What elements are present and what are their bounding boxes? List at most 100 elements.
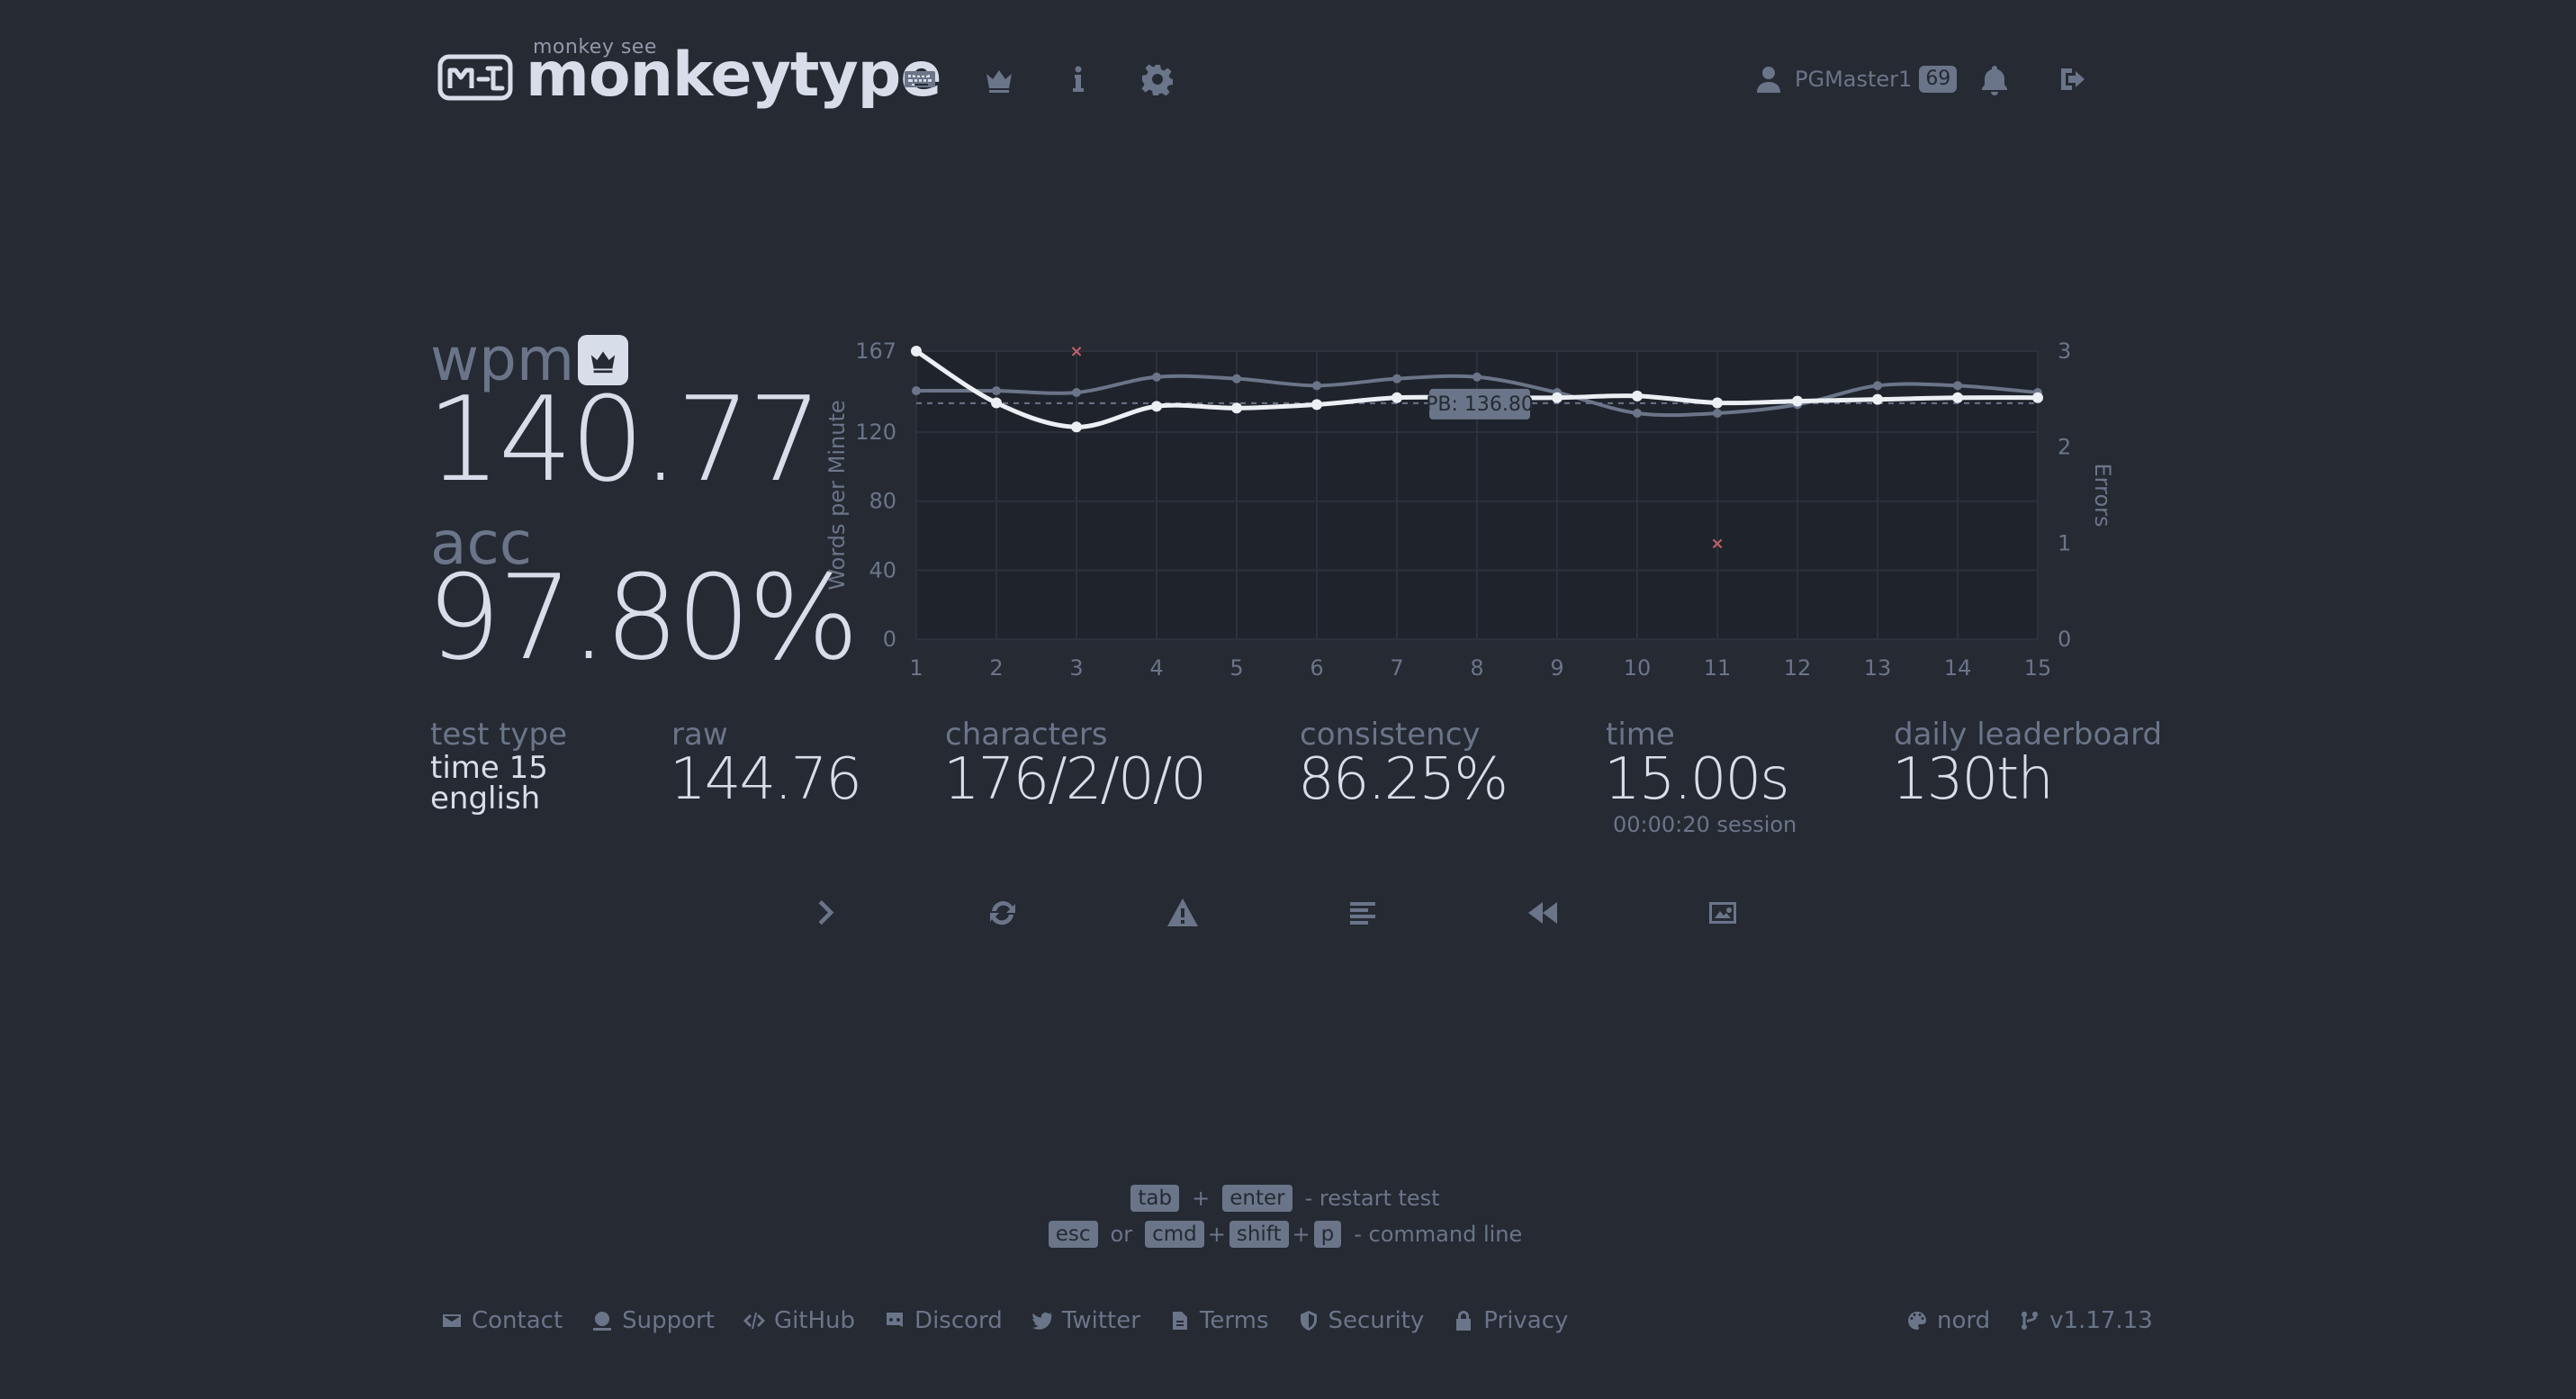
pb-crown-icon	[578, 335, 628, 385]
x-tick-label: 1	[909, 655, 923, 681]
wpm-point	[1792, 395, 1803, 407]
file-icon	[1172, 1312, 1187, 1330]
raw-label: raw	[671, 717, 728, 753]
wpm-point	[991, 397, 1002, 409]
x-tick-label: 6	[1310, 655, 1323, 681]
acc-value[interactable]: 97.80%	[427, 549, 860, 686]
raw-point	[912, 386, 921, 396]
x-tick-label: 5	[1229, 655, 1243, 681]
consistency-value[interactable]: 86.25%	[1298, 746, 1509, 813]
or-text: or	[1110, 1222, 1133, 1247]
daily-leaderboard-value[interactable]: 130th	[1892, 746, 2054, 813]
version-button[interactable]: v1.17.13	[2019, 1307, 2153, 1334]
wpm-point	[1392, 392, 1402, 403]
gear-icon[interactable]	[1136, 58, 1179, 101]
raw-point	[1072, 387, 1081, 397]
consistency-label: consistency	[1300, 717, 1481, 753]
footer-meta: nord v1.17.13	[1906, 1307, 2153, 1334]
shift-key: shift	[1229, 1221, 1289, 1248]
twitter-icon	[1031, 1312, 1052, 1330]
footer-link-contact[interactable]: Contact	[441, 1307, 563, 1334]
word-history-button[interactable]	[1338, 888, 1388, 938]
raw-value[interactable]: 144.76	[670, 746, 862, 813]
footer-link-label: GitHub	[773, 1307, 856, 1334]
next-test-button[interactable]	[797, 888, 848, 938]
footer-link-security[interactable]: Security	[1298, 1307, 1424, 1334]
footer-link-terms[interactable]: Terms	[1169, 1307, 1269, 1334]
palette-icon	[1908, 1312, 1926, 1330]
wpm-value[interactable]: 140.77	[427, 371, 823, 508]
restart-hint-text: - restart test	[1304, 1186, 1440, 1211]
plus-sign: +	[1292, 1222, 1311, 1247]
wpm-point	[1071, 421, 1082, 433]
wpm-point	[1952, 392, 1963, 403]
practice-missed-button[interactable]	[1157, 888, 1208, 938]
keyboard-icon[interactable]	[898, 58, 941, 101]
y-tick-label: 167	[855, 338, 896, 364]
account-button[interactable]: PGMaster1 69	[1755, 61, 1958, 97]
discord-icon	[887, 1313, 904, 1327]
error-marker: ×	[1710, 534, 1724, 553]
raw-point	[1392, 374, 1401, 384]
footer-link-label: Twitter	[1061, 1307, 1140, 1334]
logo-text[interactable]: monkeytype	[526, 40, 941, 111]
watch-replay-button[interactable]	[1518, 888, 1568, 938]
bell-icon[interactable]	[1973, 58, 2016, 101]
error-marker: ×	[1069, 342, 1083, 361]
raw-point	[1953, 381, 1962, 391]
wpm-point	[911, 346, 922, 357]
footer-link-privacy[interactable]: Privacy	[1453, 1307, 1568, 1334]
footer-link-support[interactable]: Support	[591, 1307, 715, 1334]
raw-point	[1152, 372, 1161, 382]
session-time: 00:00:20 session	[1613, 812, 1797, 837]
characters-value[interactable]: 176/2/0/0	[943, 746, 1207, 813]
raw-point	[1312, 381, 1321, 391]
footer-link-label: Discord	[914, 1307, 1003, 1334]
crown-icon[interactable]	[977, 58, 1021, 101]
y-tick-label: 120	[855, 420, 896, 445]
x-tick-label: 9	[1550, 655, 1563, 681]
image-icon	[1709, 902, 1736, 924]
y2-tick-label: 2	[2058, 435, 2071, 460]
info-icon[interactable]	[1057, 58, 1100, 101]
pb-label-box	[1429, 388, 1530, 420]
footer-link-twitter[interactable]: Twitter	[1031, 1307, 1140, 1334]
wpm-point	[1872, 393, 1883, 405]
y-tick-label: 0	[883, 627, 896, 652]
raw-point	[1713, 408, 1722, 418]
p-key: p	[1313, 1221, 1342, 1248]
logo-icon[interactable]	[437, 54, 513, 101]
plus-sign: +	[1192, 1186, 1211, 1211]
time-label: time	[1606, 717, 1675, 753]
raw-point	[992, 386, 1001, 396]
x-tick-label: 15	[2024, 655, 2052, 681]
raw-point	[1232, 374, 1241, 384]
x-tick-label: 2	[989, 655, 1003, 681]
restart-test-button[interactable]	[977, 888, 1028, 938]
x-tick-label: 14	[1944, 655, 1972, 681]
time-value[interactable]: 15.00s	[1604, 746, 1790, 813]
chevron-right-icon	[818, 900, 834, 925]
y2-axis-label: Errors	[2090, 463, 2115, 527]
wpm-point	[1231, 402, 1242, 414]
x-tick-label: 8	[1470, 655, 1483, 681]
shield-icon	[1300, 1311, 1317, 1331]
screenshot-button[interactable]	[1698, 888, 1748, 938]
y2-tick-label: 0	[2058, 627, 2071, 652]
tab-key: tab	[1130, 1185, 1180, 1212]
footer-link-discord[interactable]: Discord	[884, 1307, 1003, 1334]
raw-point	[1633, 408, 1642, 418]
y2-tick-label: 1	[2058, 530, 2071, 555]
footer-link-github[interactable]: GitHub	[743, 1307, 855, 1334]
test-type-language: english	[430, 781, 541, 817]
warning-icon	[1167, 898, 1198, 926]
theme-button[interactable]: nord	[1906, 1307, 1990, 1334]
logout-icon[interactable]	[2052, 58, 2095, 101]
daily-leaderboard-label: daily leaderboard	[1894, 717, 2163, 753]
lock-icon	[1456, 1311, 1472, 1331]
wpm-point	[1552, 392, 1563, 403]
user-level-badge: 69	[1919, 66, 1958, 93]
x-tick-label: 13	[1864, 655, 1892, 681]
code-branch-icon	[2022, 1312, 2039, 1330]
